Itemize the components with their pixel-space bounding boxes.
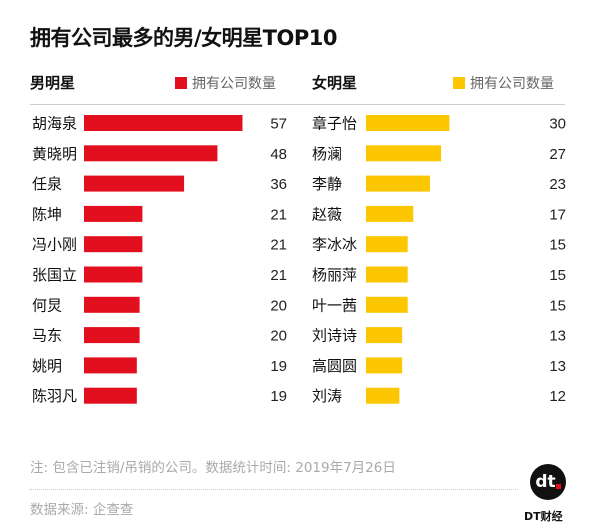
bar: [84, 205, 143, 222]
category-label: 姚明: [32, 357, 62, 375]
value-label: 19: [270, 358, 287, 375]
value-label: 19: [270, 388, 287, 405]
bar: [84, 296, 140, 313]
value-label: 21: [270, 206, 287, 223]
category-label: 何炅: [32, 296, 62, 314]
bar: [84, 327, 140, 344]
bar: [84, 115, 243, 131]
brand-logo: dt: [530, 464, 566, 500]
bar: [366, 296, 408, 313]
value-label: 13: [549, 328, 566, 345]
category-label: 杨澜: [312, 145, 342, 163]
bar: [366, 387, 400, 404]
category-label: 胡海泉: [32, 115, 77, 133]
bar: [84, 175, 185, 192]
legend-swatch: [175, 77, 187, 89]
value-label: 36: [270, 176, 287, 193]
value-label: 17: [549, 206, 566, 223]
category-label: 黄晓明: [32, 145, 77, 163]
value-label: 57: [270, 116, 287, 133]
male-group-label: 男明星: [30, 74, 76, 92]
value-label: 48: [270, 146, 287, 163]
legend-label: 拥有公司数量: [470, 76, 554, 92]
bar: [366, 327, 403, 344]
bar: [84, 266, 143, 283]
bar: [366, 205, 414, 222]
bar: [366, 115, 450, 131]
bar: [366, 236, 408, 253]
value-label: 15: [549, 297, 566, 314]
category-label: 马东: [32, 327, 62, 345]
value-label: 15: [549, 237, 566, 254]
value-label: 30: [549, 116, 566, 133]
value-label: 20: [270, 328, 287, 345]
value-label: 20: [270, 297, 287, 314]
category-label: 陈坤: [32, 205, 62, 223]
category-label: 李冰冰: [312, 236, 357, 254]
source-note: 数据来源: 企查查: [30, 502, 134, 518]
bar: [366, 145, 442, 162]
bar: [366, 175, 430, 192]
category-label: 章子怡: [312, 115, 357, 133]
category-label: 张国立: [32, 266, 77, 284]
category-label: 任泉: [32, 175, 62, 193]
bar: [84, 387, 137, 404]
category-label: 刘诗诗: [312, 327, 357, 345]
male-legend: 拥有公司数量: [175, 73, 276, 93]
female-legend: 拥有公司数量: [453, 73, 554, 93]
category-label: 陈羽凡: [32, 387, 77, 405]
category-label: 刘涛: [312, 387, 342, 405]
value-label: 23: [549, 176, 566, 193]
value-label: 27: [549, 146, 566, 163]
female-group-label: 女明星: [312, 74, 358, 92]
bar: [84, 236, 143, 253]
category-label: 李静: [312, 175, 342, 193]
bar: [366, 357, 403, 374]
category-label: 赵薇: [312, 205, 342, 223]
bar: [84, 145, 218, 162]
bar: [366, 266, 408, 283]
category-label: 叶一茜: [312, 296, 357, 314]
bar: [84, 357, 137, 374]
value-label: 12: [549, 388, 566, 405]
category-label: 杨丽萍: [312, 266, 357, 284]
value-label: 15: [549, 267, 566, 284]
value-label: 21: [270, 237, 287, 254]
header-divider: [30, 104, 565, 105]
value-label: 21: [270, 267, 287, 284]
legend-label: 拥有公司数量: [192, 76, 276, 92]
brand-name: DT财经: [524, 510, 563, 523]
footnote: 注: 包含已注销/吊销的公司。数据统计时间: 2019年7月26日: [30, 460, 396, 476]
legend-swatch: [453, 77, 465, 89]
category-label: 冯小刚: [32, 236, 77, 254]
footer-divider: [30, 489, 518, 490]
category-label: 高圆圆: [312, 357, 357, 375]
value-label: 13: [549, 358, 566, 375]
chart-title: 拥有公司最多的男/女明星TOP10: [30, 26, 337, 50]
